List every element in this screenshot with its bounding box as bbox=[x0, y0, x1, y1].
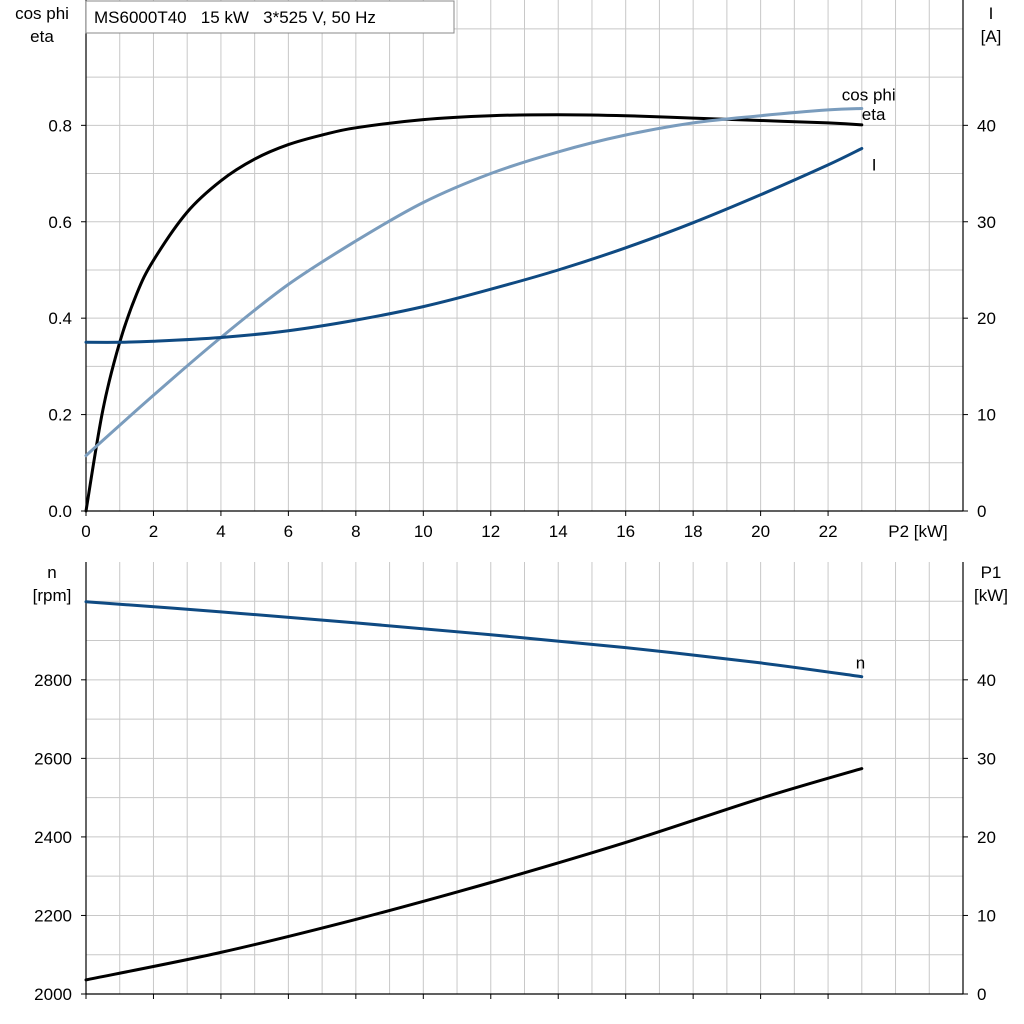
bottom-chart-speed-input-power: 2000 2200 2400 2600 2800 0 10 20 30 40 n [rpm] P1 [kW… bbox=[33, 562, 1008, 1004]
y-tick-label-left: 2000 bbox=[34, 985, 72, 1004]
series-line-n bbox=[84, 600, 864, 679]
y-axis-label-left: eta bbox=[30, 27, 54, 46]
x-tick-label: 20 bbox=[751, 522, 770, 541]
y-tick-label-left: 0.4 bbox=[48, 309, 72, 328]
y-tick-label-left: 0.0 bbox=[48, 502, 72, 521]
y-tick-label-right: 20 bbox=[977, 828, 996, 847]
y-tick-label-left: 2200 bbox=[34, 906, 72, 925]
y-axis-label-right: [kW] bbox=[974, 586, 1008, 605]
x-tick-label: 8 bbox=[351, 522, 360, 541]
x-tick-label: 4 bbox=[216, 522, 225, 541]
x-axis-label: P2 [kW] bbox=[888, 522, 948, 541]
y-tick-label-right: 40 bbox=[977, 671, 996, 690]
y-axis-label-left: [rpm] bbox=[33, 586, 72, 605]
chart-title-box: MS6000T40 15 kW 3*525 V, 50 Hz bbox=[85, 0, 455, 34]
curve-label-eta: eta bbox=[862, 105, 886, 124]
y-axis-label-right: I bbox=[989, 4, 994, 23]
x-tick-label: 16 bbox=[616, 522, 635, 541]
curve-label-n: n bbox=[856, 654, 865, 673]
y-axis-label-left: n bbox=[47, 563, 56, 582]
y-tick-label-right: 30 bbox=[977, 213, 996, 232]
series-line-p1 bbox=[84, 767, 864, 982]
y-tick-label-left: 0.8 bbox=[48, 116, 72, 135]
y-tick-label-left: 2800 bbox=[34, 671, 72, 690]
y-tick-label-left: 2400 bbox=[34, 828, 72, 847]
y-axis-label-right: [A] bbox=[981, 27, 1002, 46]
y-tick-label-left: 2600 bbox=[34, 749, 72, 768]
curve-label-i: I bbox=[872, 155, 877, 174]
x-tick-label: 18 bbox=[684, 522, 703, 541]
x-tick-label: 6 bbox=[284, 522, 293, 541]
y-tick-label-right: 30 bbox=[977, 749, 996, 768]
y-tick-label-left: 0.2 bbox=[48, 406, 72, 425]
top-chart-efficiency-powerfactor-current: 0.0 0.2 0.4 0.6 0.8 0 10 20 30 40 0 2 4 6 8 10 12 14 16 18 2… bbox=[15, 0, 1001, 541]
y-tick-label-right: 10 bbox=[977, 906, 996, 925]
x-tick-label: 2 bbox=[149, 522, 158, 541]
series-line-eta bbox=[84, 113, 864, 513]
curve-label-cos-phi: cos phi bbox=[842, 85, 896, 104]
series-line-i bbox=[84, 147, 864, 344]
x-tick-label: 10 bbox=[414, 522, 433, 541]
y-axis-label-right: P1 bbox=[981, 563, 1002, 582]
x-tick-label: 0 bbox=[81, 522, 90, 541]
x-tick-label: 12 bbox=[481, 522, 500, 541]
y-axis-label-left: cos phi bbox=[15, 4, 69, 23]
x-tick-label: 22 bbox=[819, 522, 838, 541]
chart-title: MS6000T40 15 kW 3*525 V, 50 Hz bbox=[94, 8, 376, 27]
series-line-cos-phi bbox=[84, 107, 864, 458]
y-tick-label-right: 0 bbox=[977, 502, 986, 521]
y-tick-label-left: 0.6 bbox=[48, 213, 72, 232]
y-tick-label-right: 20 bbox=[977, 309, 996, 328]
y-tick-label-right: 10 bbox=[977, 406, 996, 425]
y-tick-label-right: 0 bbox=[977, 985, 986, 1004]
y-tick-label-right: 40 bbox=[977, 116, 996, 135]
x-tick-label: 14 bbox=[549, 522, 568, 541]
